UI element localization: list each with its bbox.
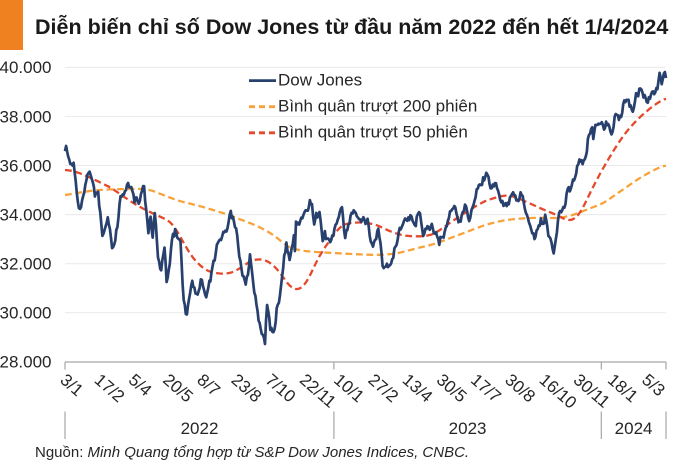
svg-text:30/8: 30/8 [501,370,538,406]
svg-text:2023: 2023 [449,419,487,438]
svg-text:3/1: 3/1 [57,370,87,400]
svg-text:Bình quân trượt 200 phiên: Bình quân trượt 200 phiên [278,97,477,116]
svg-text:2024: 2024 [615,419,653,438]
svg-text:5/3: 5/3 [638,370,668,400]
svg-text:38.000: 38.000 [0,107,52,126]
svg-text:27/2: 27/2 [365,370,402,406]
svg-text:17/7: 17/7 [467,370,504,406]
svg-text:40.000: 40.000 [0,58,52,77]
svg-text:30.000: 30.000 [0,304,52,323]
svg-text:22/11: 22/11 [296,370,340,411]
svg-text:7/10: 7/10 [262,370,299,406]
svg-text:16/10: 16/10 [536,370,581,412]
svg-text:5/4: 5/4 [125,370,155,400]
svg-text:28.000: 28.000 [0,353,52,372]
svg-text:34.000: 34.000 [0,205,52,224]
svg-text:13/4: 13/4 [399,370,436,406]
svg-text:23/8: 23/8 [228,370,265,406]
svg-text:30/5: 30/5 [433,370,470,406]
svg-text:20/5: 20/5 [159,370,196,406]
svg-text:30/11: 30/11 [570,370,614,411]
svg-text:32.000: 32.000 [0,255,52,274]
svg-text:2022: 2022 [181,419,219,438]
svg-text:Dow Jones: Dow Jones [278,70,362,89]
svg-text:17/2: 17/2 [91,370,128,406]
svg-text:36.000: 36.000 [0,156,52,175]
svg-text:8/7: 8/7 [193,370,223,400]
svg-text:Bình quân trượt 50 phiên: Bình quân trượt 50 phiên [278,123,468,142]
